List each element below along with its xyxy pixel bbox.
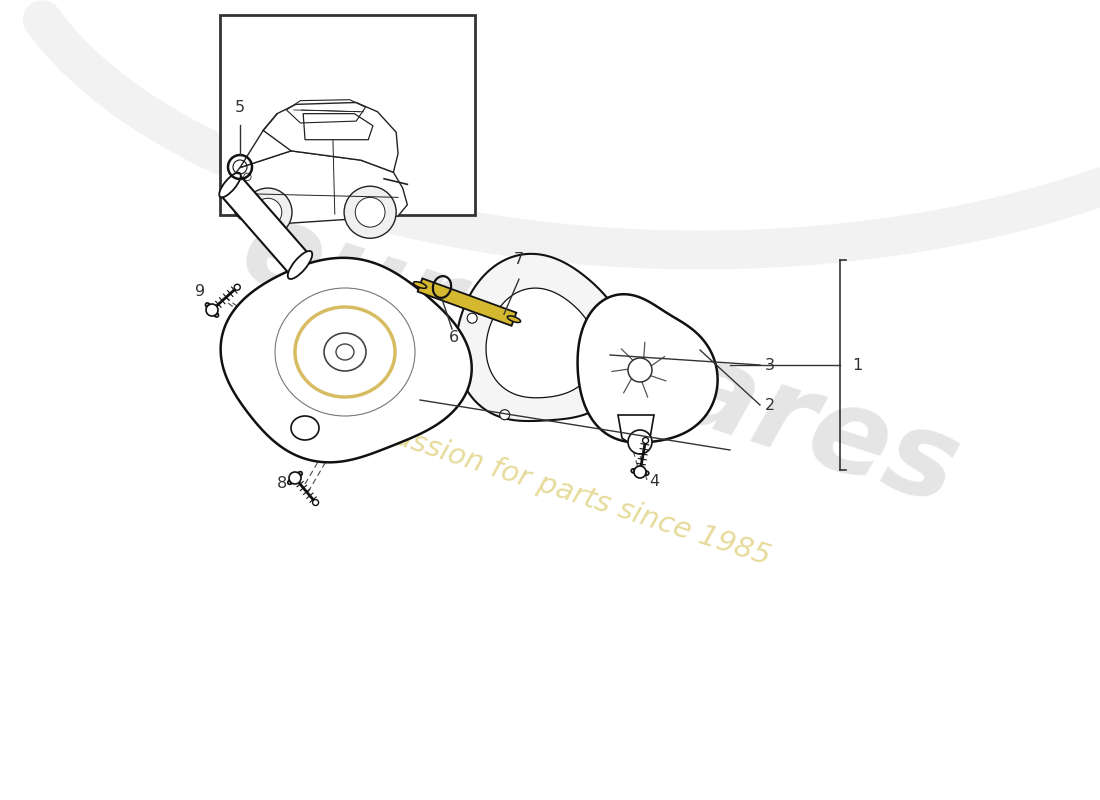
Circle shape	[642, 438, 649, 443]
Text: 5: 5	[235, 100, 245, 115]
Ellipse shape	[288, 251, 312, 279]
Polygon shape	[418, 278, 516, 326]
Polygon shape	[618, 415, 654, 445]
Ellipse shape	[219, 173, 241, 198]
Text: 8: 8	[277, 477, 287, 491]
Circle shape	[634, 466, 646, 478]
Text: 9: 9	[195, 285, 205, 299]
Circle shape	[628, 430, 652, 454]
Ellipse shape	[324, 333, 366, 371]
Polygon shape	[221, 258, 472, 462]
Circle shape	[234, 284, 240, 290]
Circle shape	[355, 198, 385, 227]
Ellipse shape	[507, 316, 520, 322]
Circle shape	[628, 358, 652, 382]
Polygon shape	[486, 288, 596, 398]
Circle shape	[344, 186, 396, 238]
Circle shape	[312, 499, 319, 506]
Polygon shape	[221, 174, 309, 276]
Text: 4: 4	[649, 474, 659, 490]
Circle shape	[468, 314, 477, 323]
Ellipse shape	[336, 344, 354, 360]
Circle shape	[244, 188, 292, 237]
Bar	[220, 15, 475, 215]
Circle shape	[289, 472, 301, 484]
Text: 1: 1	[852, 358, 862, 373]
Text: eurospares: eurospares	[228, 190, 972, 530]
Circle shape	[586, 397, 596, 406]
Text: 2: 2	[764, 398, 776, 413]
Circle shape	[254, 198, 282, 226]
Text: 7: 7	[514, 252, 524, 267]
Circle shape	[499, 410, 509, 420]
Polygon shape	[240, 102, 398, 172]
Circle shape	[206, 304, 218, 316]
Polygon shape	[456, 254, 629, 421]
Ellipse shape	[414, 282, 427, 288]
Text: a passion for parts since 1985: a passion for parts since 1985	[346, 409, 773, 571]
Text: 3: 3	[764, 358, 776, 373]
Circle shape	[598, 302, 608, 312]
Polygon shape	[578, 294, 717, 442]
Text: 6: 6	[449, 330, 459, 345]
Polygon shape	[229, 151, 407, 223]
Ellipse shape	[292, 416, 319, 440]
